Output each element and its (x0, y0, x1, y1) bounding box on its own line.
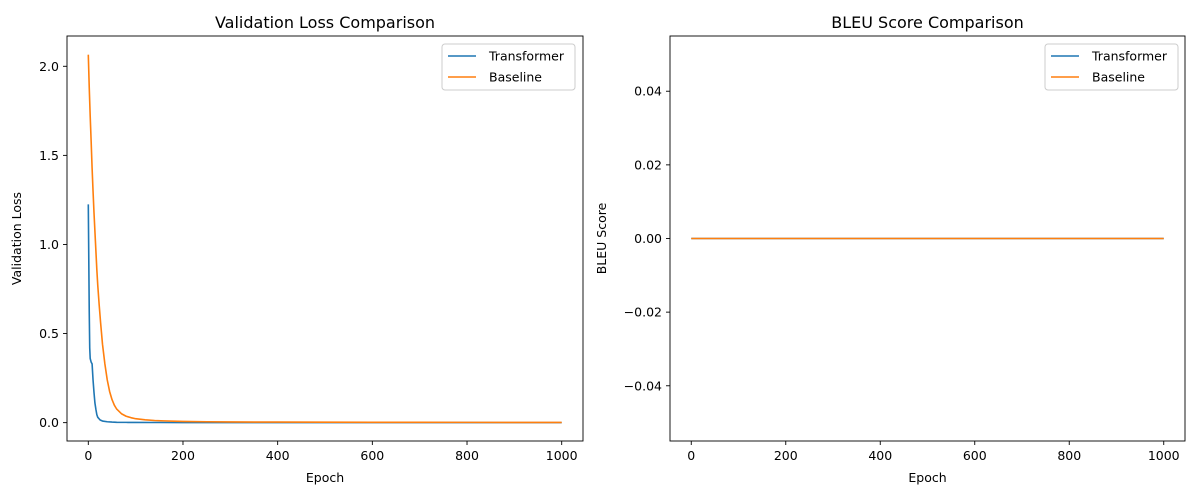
x-tick-label: 800 (1057, 448, 1081, 463)
y-tick-label: 2.0 (39, 59, 59, 74)
y-axis-label: Validation Loss (9, 192, 24, 285)
y-tick-label: −0.02 (624, 305, 662, 320)
y-axis-label: BLEU Score (594, 202, 609, 274)
x-tick-label: 800 (455, 448, 479, 463)
y-tick-label: 0.5 (39, 326, 59, 341)
x-axis-label: Epoch (908, 470, 946, 485)
chart-title: BLEU Score Comparison (831, 13, 1024, 32)
x-tick-label: 200 (774, 448, 798, 463)
chart-title: Validation Loss Comparison (215, 13, 435, 32)
legend-label-transformer: Transformer (1091, 49, 1168, 64)
x-tick-label: 1000 (1148, 448, 1180, 463)
y-tick-label: −0.04 (624, 378, 662, 393)
axes-frame (66, 35, 584, 442)
series-line-baseline (87, 54, 562, 424)
x-tick-label: 0 (687, 448, 695, 463)
legend-label-transformer: Transformer (488, 49, 565, 64)
x-tick-label: 1000 (546, 448, 578, 463)
legend: Transformer Baseline (1044, 43, 1179, 91)
y-tick-label: 0.02 (634, 157, 662, 172)
y-tick-label: 1.0 (39, 237, 59, 252)
y-tick-label: 0.00 (634, 231, 662, 246)
x-tick-label: 600 (963, 448, 987, 463)
series-line-transformer (87, 204, 562, 424)
y-tick-label: 0.04 (634, 84, 662, 99)
bleu-chart: BLEU Score Comparison Epoch BLEU Score 0… (594, 13, 1186, 485)
x-tick-label: 600 (360, 448, 384, 463)
x-tick-label: 200 (171, 448, 195, 463)
x-axis-label: Epoch (306, 470, 344, 485)
y-tick-label: 1.5 (39, 148, 59, 163)
plot-area: 0 200 400 600 800 1000 −0.04 −0.02 0.00 0.02 0.04 (624, 35, 1186, 463)
legend: Transformer Baseline (441, 43, 576, 91)
legend-label-baseline: Baseline (489, 70, 542, 85)
loss-chart: Validation Loss Comparison Epoch Validat… (9, 13, 584, 485)
legend-label-baseline: Baseline (1092, 70, 1145, 85)
x-tick-label: 400 (266, 448, 290, 463)
plot-area: 0 200 400 600 800 1000 0.0 0.5 1.0 1.5 2.0 (39, 35, 584, 463)
x-tick-label: 0 (84, 448, 92, 463)
y-tick-label: 0.0 (39, 415, 59, 430)
x-tick-label: 400 (868, 448, 892, 463)
